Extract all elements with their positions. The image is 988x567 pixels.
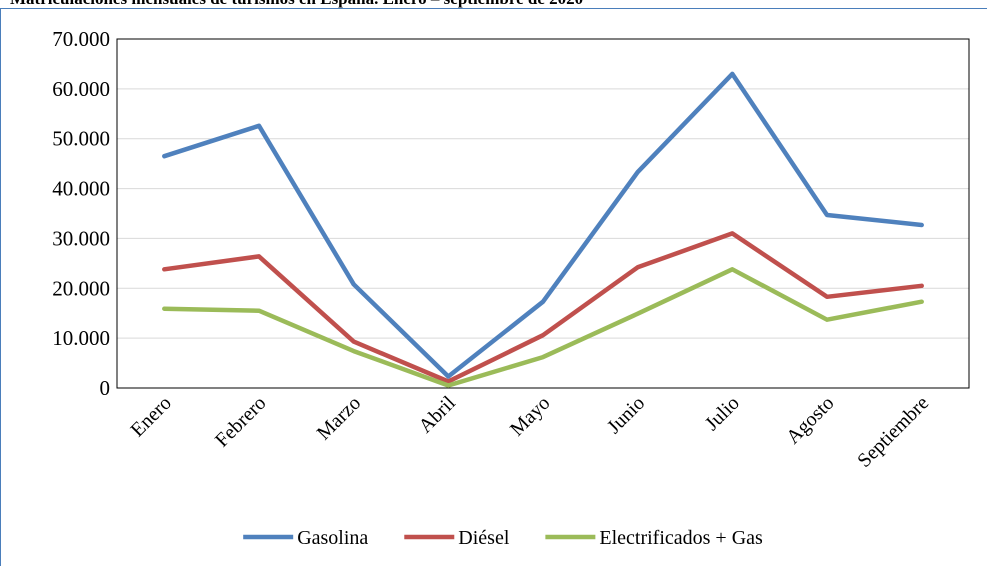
y-tick-label: 50.000 xyxy=(52,127,110,151)
x-tick-label: Junio xyxy=(603,392,649,438)
legend-label: Gasolina xyxy=(297,527,368,549)
x-tick-label: Septiembre xyxy=(853,392,933,472)
x-tick-label: Mayo xyxy=(506,392,555,441)
y-tick-label: 70.000 xyxy=(52,27,110,51)
y-tick-label: 20.000 xyxy=(52,276,110,300)
x-tick-label: Enero xyxy=(127,392,176,441)
plot-area xyxy=(116,38,970,389)
legend-item: Electrificados + Gas xyxy=(545,527,763,549)
y-tick-label: 30.000 xyxy=(52,226,110,250)
legend: Gasolina Diésel Electrificados + Gas xyxy=(243,527,763,549)
series-line xyxy=(162,267,924,388)
series-line xyxy=(162,71,924,379)
x-tick-label: Febrero xyxy=(211,392,271,452)
y-tick-label: 10.000 xyxy=(52,326,110,350)
x-tick-label: Julio xyxy=(701,392,744,435)
series-line xyxy=(162,231,924,384)
chart-frame xyxy=(0,8,987,566)
series-lines xyxy=(162,71,924,388)
y-tick-label: 60.000 xyxy=(52,77,110,101)
y-tick-label: 40.000 xyxy=(52,177,110,201)
y-axis-ticks: 0 10.000 20.000 30.000 40.000 50.000 60.000 70.… xyxy=(52,27,110,400)
legend-label: Electrificados + Gas xyxy=(599,527,763,549)
y-tick-label: 0 xyxy=(100,376,111,400)
legend-item: Gasolina xyxy=(243,527,368,549)
x-tick-label: Abril xyxy=(414,392,460,438)
legend-label: Diésel xyxy=(458,527,510,549)
legend-item: Diésel xyxy=(404,527,510,549)
x-axis-ticks: Enero Febrero Marzo Abril Mayo Junio Julio Agos… xyxy=(127,392,934,472)
x-tick-label: Agosto xyxy=(782,392,838,448)
chart-title: Matriculaciones mensuales de turismos en… xyxy=(10,0,583,9)
x-tick-label: Marzo xyxy=(313,392,365,444)
